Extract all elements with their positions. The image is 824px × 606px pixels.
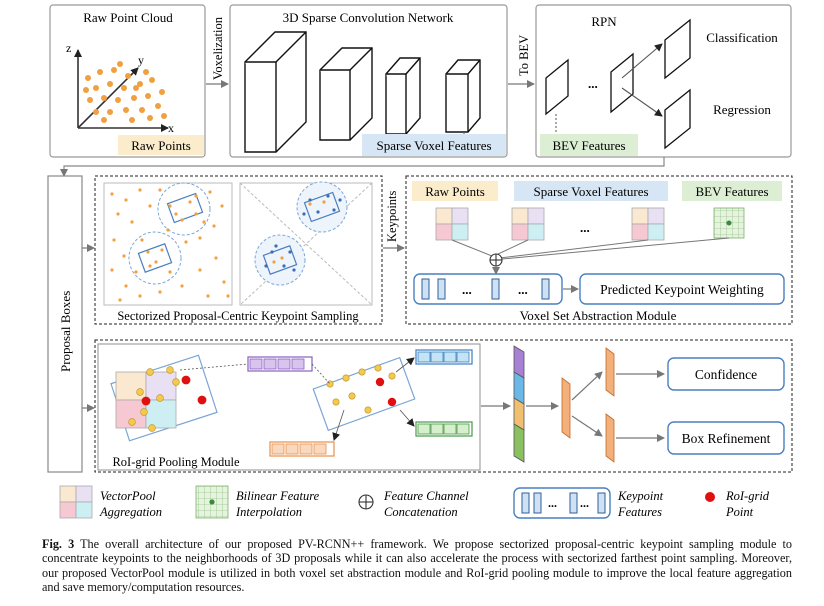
classification-label: Classification [706, 30, 778, 45]
raw-point-cloud-title: Raw Point Cloud [83, 10, 173, 25]
predicted-weighting-label: Predicted Keypoint Weighting [600, 282, 764, 297]
sparse-voxel-features-tag [362, 134, 506, 156]
caption-text: The overall architecture of our proposed… [42, 537, 792, 595]
legend-roigrid-1: RoI-grid [725, 489, 770, 503]
rpn-panel: RPN ... Classification Regression BEV Fe… [535, 4, 792, 158]
box-refinement-label: Box Refinement [682, 431, 771, 446]
keypoints-label: Keypoints [385, 190, 399, 242]
vsa-ellipsis-top: ... [580, 220, 590, 235]
caption-label: Fig. 3 [42, 537, 75, 551]
confidence-label: Confidence [695, 367, 757, 382]
sampling-title: Sectorized Proposal-Centric Keypoint Sam… [117, 309, 359, 323]
sparse-conv-title: 3D Sparse Convolution Network [283, 10, 454, 25]
legend-roigrid-2: Point [725, 505, 754, 519]
legend-keypoint-ellipsis-2: ... [580, 496, 589, 510]
legend-vectorpool-1: VectorPool [100, 489, 156, 503]
rpn-title: RPN [591, 14, 617, 29]
vsa-ellipsis-bar-1: ... [462, 282, 472, 297]
legend-keypoint-2: Features [617, 505, 662, 519]
legend-vectorpool-2: Aggregation [99, 505, 162, 519]
vsa-raw-points-label: Raw Points [425, 184, 485, 199]
proposal-boxes-label: Proposal Boxes [58, 291, 73, 372]
vectorpool-quads [435, 207, 665, 241]
conv-cubes [244, 31, 481, 153]
legend-concat-2: Concatenation [384, 505, 458, 519]
vsa-module-title: Voxel Set Abstraction Module [520, 308, 677, 323]
legend-bilinear-2: Interpolation [235, 505, 302, 519]
roi-pooling-title: RoI-grid Pooling Module [112, 455, 240, 469]
figure-caption: Fig. 3 The overall architecture of our p… [42, 537, 792, 595]
axis-z-label: z [66, 41, 71, 55]
axis-y-label: y [138, 53, 144, 67]
axis-x-label: x [168, 121, 174, 135]
to-bev-label: To BEV [517, 35, 531, 76]
vsa-bev-features-label: BEV Features [695, 184, 768, 199]
sparse-voxel-features-label: Sparse Voxel Features [376, 138, 491, 153]
raw-points-tag [118, 135, 204, 155]
vsa-sparse-voxel-label: Sparse Voxel Features [533, 184, 648, 199]
legend-concat-1: Feature Channel [383, 489, 469, 503]
keypoint-sampling-panel: Sectorized Proposal-Centric Keypoint Sam… [94, 175, 383, 325]
proposal-boxes-bar [47, 175, 83, 473]
vsa-module-panel: Raw Points Sparse Voxel Features BEV Fea… [405, 175, 793, 325]
raw-point-cloud-panel: Raw Point Cloud z y x Raw Points [49, 4, 206, 158]
raw-point-dots [83, 61, 167, 123]
bev-features-tag [540, 134, 638, 156]
bev-features-label: BEV Features [552, 138, 625, 153]
raw-points-tag-label: Raw Points [131, 138, 191, 153]
legend-keypoint-1: Keypoint [617, 489, 664, 503]
vsa-ellipsis-bar-2: ... [518, 282, 528, 297]
voxelization-label: Voxelization [211, 16, 225, 80]
legend-bilinear-1: Bilinear Feature [236, 489, 320, 503]
rpn-ellipsis: ... [588, 76, 598, 91]
regression-label: Regression [713, 102, 771, 117]
sparse-conv-panel: 3D Sparse Convolution Network Sparse Vox… [229, 4, 508, 158]
legend: VectorPool Aggregation Bilinear Feature … [59, 485, 770, 519]
legend-keypoint-ellipsis-1: ... [548, 496, 557, 510]
roi-pooling-panel: RoI-grid Pooling Module Confidence Box R… [94, 339, 793, 473]
